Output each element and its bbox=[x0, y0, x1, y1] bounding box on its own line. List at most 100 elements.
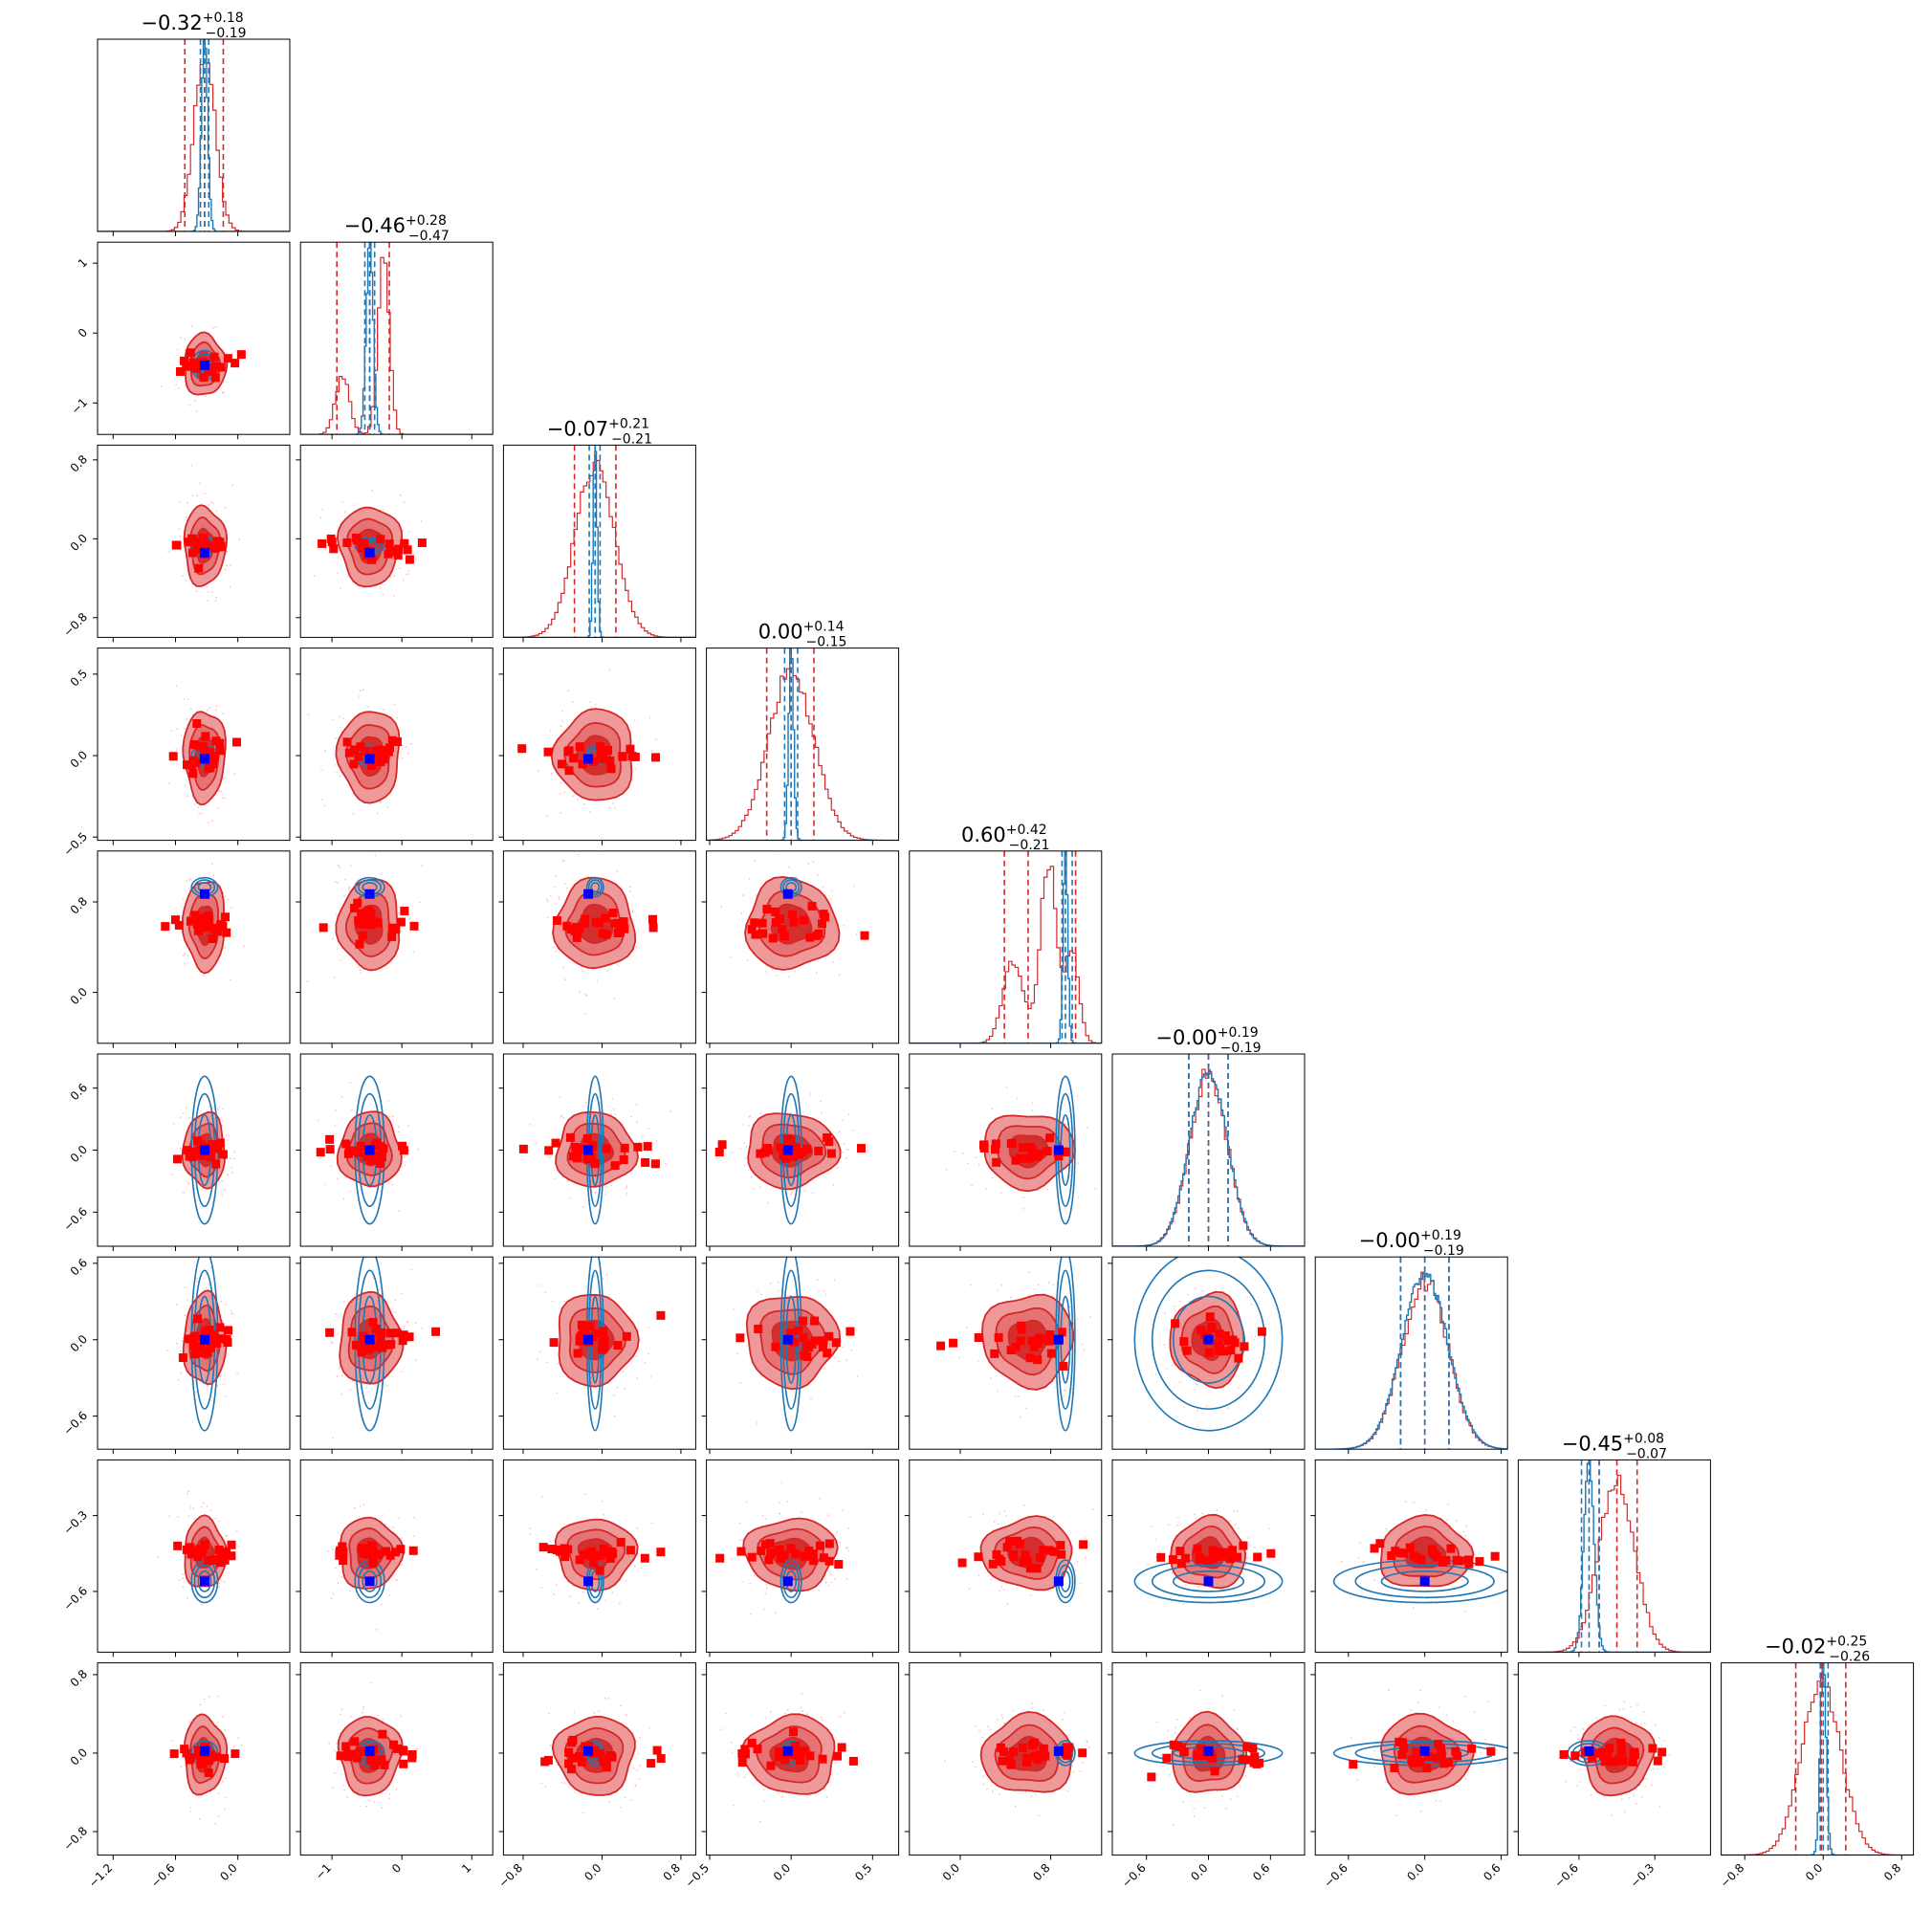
sample-point bbox=[614, 1113, 617, 1116]
sample-point bbox=[634, 767, 637, 770]
sample-point bbox=[223, 797, 226, 800]
sample-point bbox=[616, 964, 619, 966]
sample-point bbox=[807, 863, 810, 865]
histogram-panel-3: −0.07+0.21 −0.21 bbox=[502, 416, 696, 643]
sample-point bbox=[182, 575, 185, 577]
sample-marker bbox=[400, 907, 409, 916]
sample-point bbox=[340, 959, 342, 961]
sample-point bbox=[571, 700, 574, 703]
sample-marker bbox=[366, 1541, 376, 1550]
sample-point bbox=[720, 905, 722, 908]
y-tick-label: −0.8 bbox=[61, 610, 91, 640]
sample-marker bbox=[543, 747, 553, 757]
sample-point bbox=[214, 325, 217, 328]
sample-point bbox=[591, 968, 594, 971]
sample-marker bbox=[403, 545, 412, 555]
sample-marker bbox=[610, 919, 620, 929]
sample-marker bbox=[398, 1141, 407, 1151]
sample-marker bbox=[366, 760, 376, 770]
sample-point bbox=[629, 1798, 632, 1801]
x-tick-label: 0.0 bbox=[582, 1861, 604, 1883]
sample-point bbox=[552, 946, 555, 949]
sample-point bbox=[348, 889, 351, 892]
sample-point bbox=[331, 718, 334, 721]
sample-point bbox=[816, 1279, 819, 1281]
sample-point bbox=[208, 1283, 210, 1285]
sample-marker bbox=[992, 1157, 1001, 1167]
panel-frame bbox=[909, 850, 1103, 1044]
sample-marker bbox=[596, 741, 605, 751]
sample-marker bbox=[186, 916, 195, 926]
sample-point bbox=[417, 1148, 420, 1151]
sample-point bbox=[638, 1778, 641, 1781]
sample-point bbox=[823, 1290, 824, 1293]
sample-marker bbox=[754, 1324, 763, 1333]
sample-marker bbox=[366, 1155, 376, 1165]
truth-marker bbox=[782, 1745, 793, 1756]
sample-marker bbox=[354, 752, 363, 761]
sample-marker bbox=[351, 534, 361, 543]
sample-point bbox=[392, 1526, 395, 1528]
sample-point bbox=[749, 1582, 752, 1585]
sample-point bbox=[387, 1099, 390, 1102]
sample-point bbox=[631, 910, 634, 912]
sample-marker bbox=[800, 1350, 809, 1360]
truth-marker bbox=[364, 1576, 375, 1587]
sample-point bbox=[323, 804, 326, 807]
sample-point bbox=[789, 1194, 792, 1196]
sample-point bbox=[824, 1293, 827, 1296]
sample-point bbox=[649, 1376, 652, 1378]
sample-marker bbox=[359, 1547, 368, 1556]
sample-marker bbox=[207, 1153, 216, 1162]
sample-marker bbox=[192, 363, 202, 373]
sample-marker bbox=[364, 1345, 374, 1354]
panel-title: −0.07+0.21 −0.21 bbox=[547, 416, 652, 447]
sample-point bbox=[193, 1518, 195, 1520]
sample-point bbox=[618, 1602, 621, 1605]
sample-point bbox=[200, 1505, 203, 1508]
sample-point bbox=[398, 1126, 401, 1128]
sample-point bbox=[731, 1152, 734, 1153]
sample-marker bbox=[375, 1158, 384, 1168]
sample-point bbox=[222, 1716, 224, 1718]
sample-point bbox=[616, 1386, 619, 1389]
sample-point bbox=[560, 710, 563, 713]
sample-marker bbox=[791, 1742, 801, 1751]
sample-point bbox=[393, 575, 396, 578]
sample-point bbox=[560, 811, 561, 814]
sample-point bbox=[400, 1537, 403, 1540]
sample-point bbox=[1069, 1306, 1071, 1308]
sample-marker bbox=[172, 1154, 182, 1164]
sample-point bbox=[348, 886, 351, 889]
sample-point bbox=[187, 795, 188, 798]
sample-point bbox=[540, 1495, 543, 1498]
sample-marker bbox=[810, 1316, 820, 1326]
sample-point bbox=[199, 1703, 202, 1706]
sample-point bbox=[830, 1573, 832, 1576]
sample-marker bbox=[779, 932, 789, 941]
sample-marker bbox=[343, 1149, 353, 1158]
sample-point bbox=[180, 735, 183, 737]
sample-point bbox=[222, 1108, 225, 1110]
sample-point bbox=[842, 1119, 845, 1122]
sample-marker bbox=[620, 1143, 629, 1153]
title-minus: −0.47 bbox=[408, 229, 450, 244]
sample-point bbox=[738, 1522, 741, 1525]
scatter-panel-1-6: −0.60.00.6 bbox=[61, 1053, 291, 1251]
sample-point bbox=[800, 1511, 802, 1514]
sample-point bbox=[332, 1342, 334, 1344]
sample-point bbox=[177, 1515, 179, 1518]
sample-point bbox=[771, 968, 774, 971]
sample-point bbox=[180, 1116, 182, 1119]
sample-point bbox=[1077, 1196, 1080, 1198]
sample-point bbox=[720, 1728, 723, 1731]
sample-point bbox=[595, 1191, 597, 1194]
sample-point bbox=[795, 876, 798, 879]
sample-point bbox=[827, 1514, 830, 1516]
sample-point bbox=[560, 1782, 563, 1784]
x-tick-label: 0.8 bbox=[661, 1861, 683, 1883]
sample-point bbox=[215, 510, 218, 513]
sample-point bbox=[791, 1192, 794, 1194]
sample-marker bbox=[837, 1743, 846, 1752]
sample-point bbox=[187, 955, 189, 957]
